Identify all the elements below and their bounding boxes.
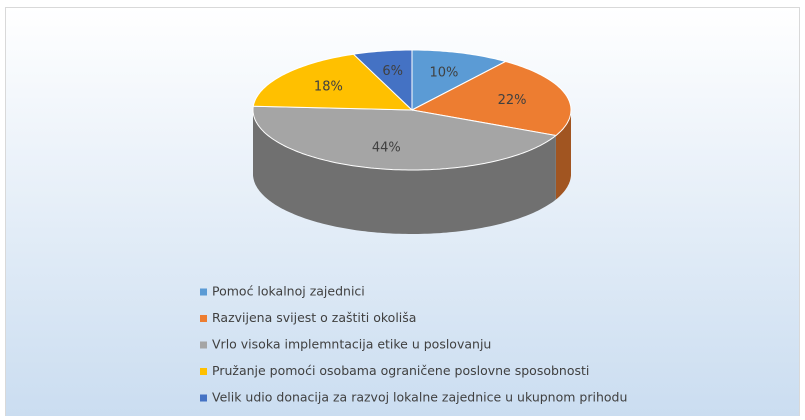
legend-label: Vrlo visoka implemntacija etike u poslov… bbox=[212, 337, 491, 352]
pie-slice bbox=[252, 105, 558, 171]
legend-swatch bbox=[200, 394, 207, 402]
data-label: 10% bbox=[429, 65, 458, 80]
legend-swatch bbox=[200, 368, 207, 375]
legend-label: Pomoć lokalnoj zajednici bbox=[212, 284, 365, 299]
pie-slice bbox=[411, 49, 507, 111]
legend-label: Pružanje pomoći osobama ograničene poslo… bbox=[212, 363, 589, 378]
legend-swatch bbox=[200, 315, 207, 322]
legend-swatch bbox=[200, 341, 207, 349]
legend-swatch bbox=[200, 288, 207, 296]
legend-label: Velik udio donacija za razvoj lokalne za… bbox=[212, 390, 627, 405]
pie-slice bbox=[352, 49, 413, 112]
legend-label: Razvijena svijest o zaštiti okoliša bbox=[212, 310, 416, 325]
data-label: 18% bbox=[314, 80, 343, 95]
data-label: 22% bbox=[498, 93, 527, 108]
data-label: 6% bbox=[382, 64, 403, 79]
data-label: 44% bbox=[372, 140, 401, 155]
pie-side bbox=[253, 110, 556, 234]
pie-slice bbox=[252, 53, 414, 111]
